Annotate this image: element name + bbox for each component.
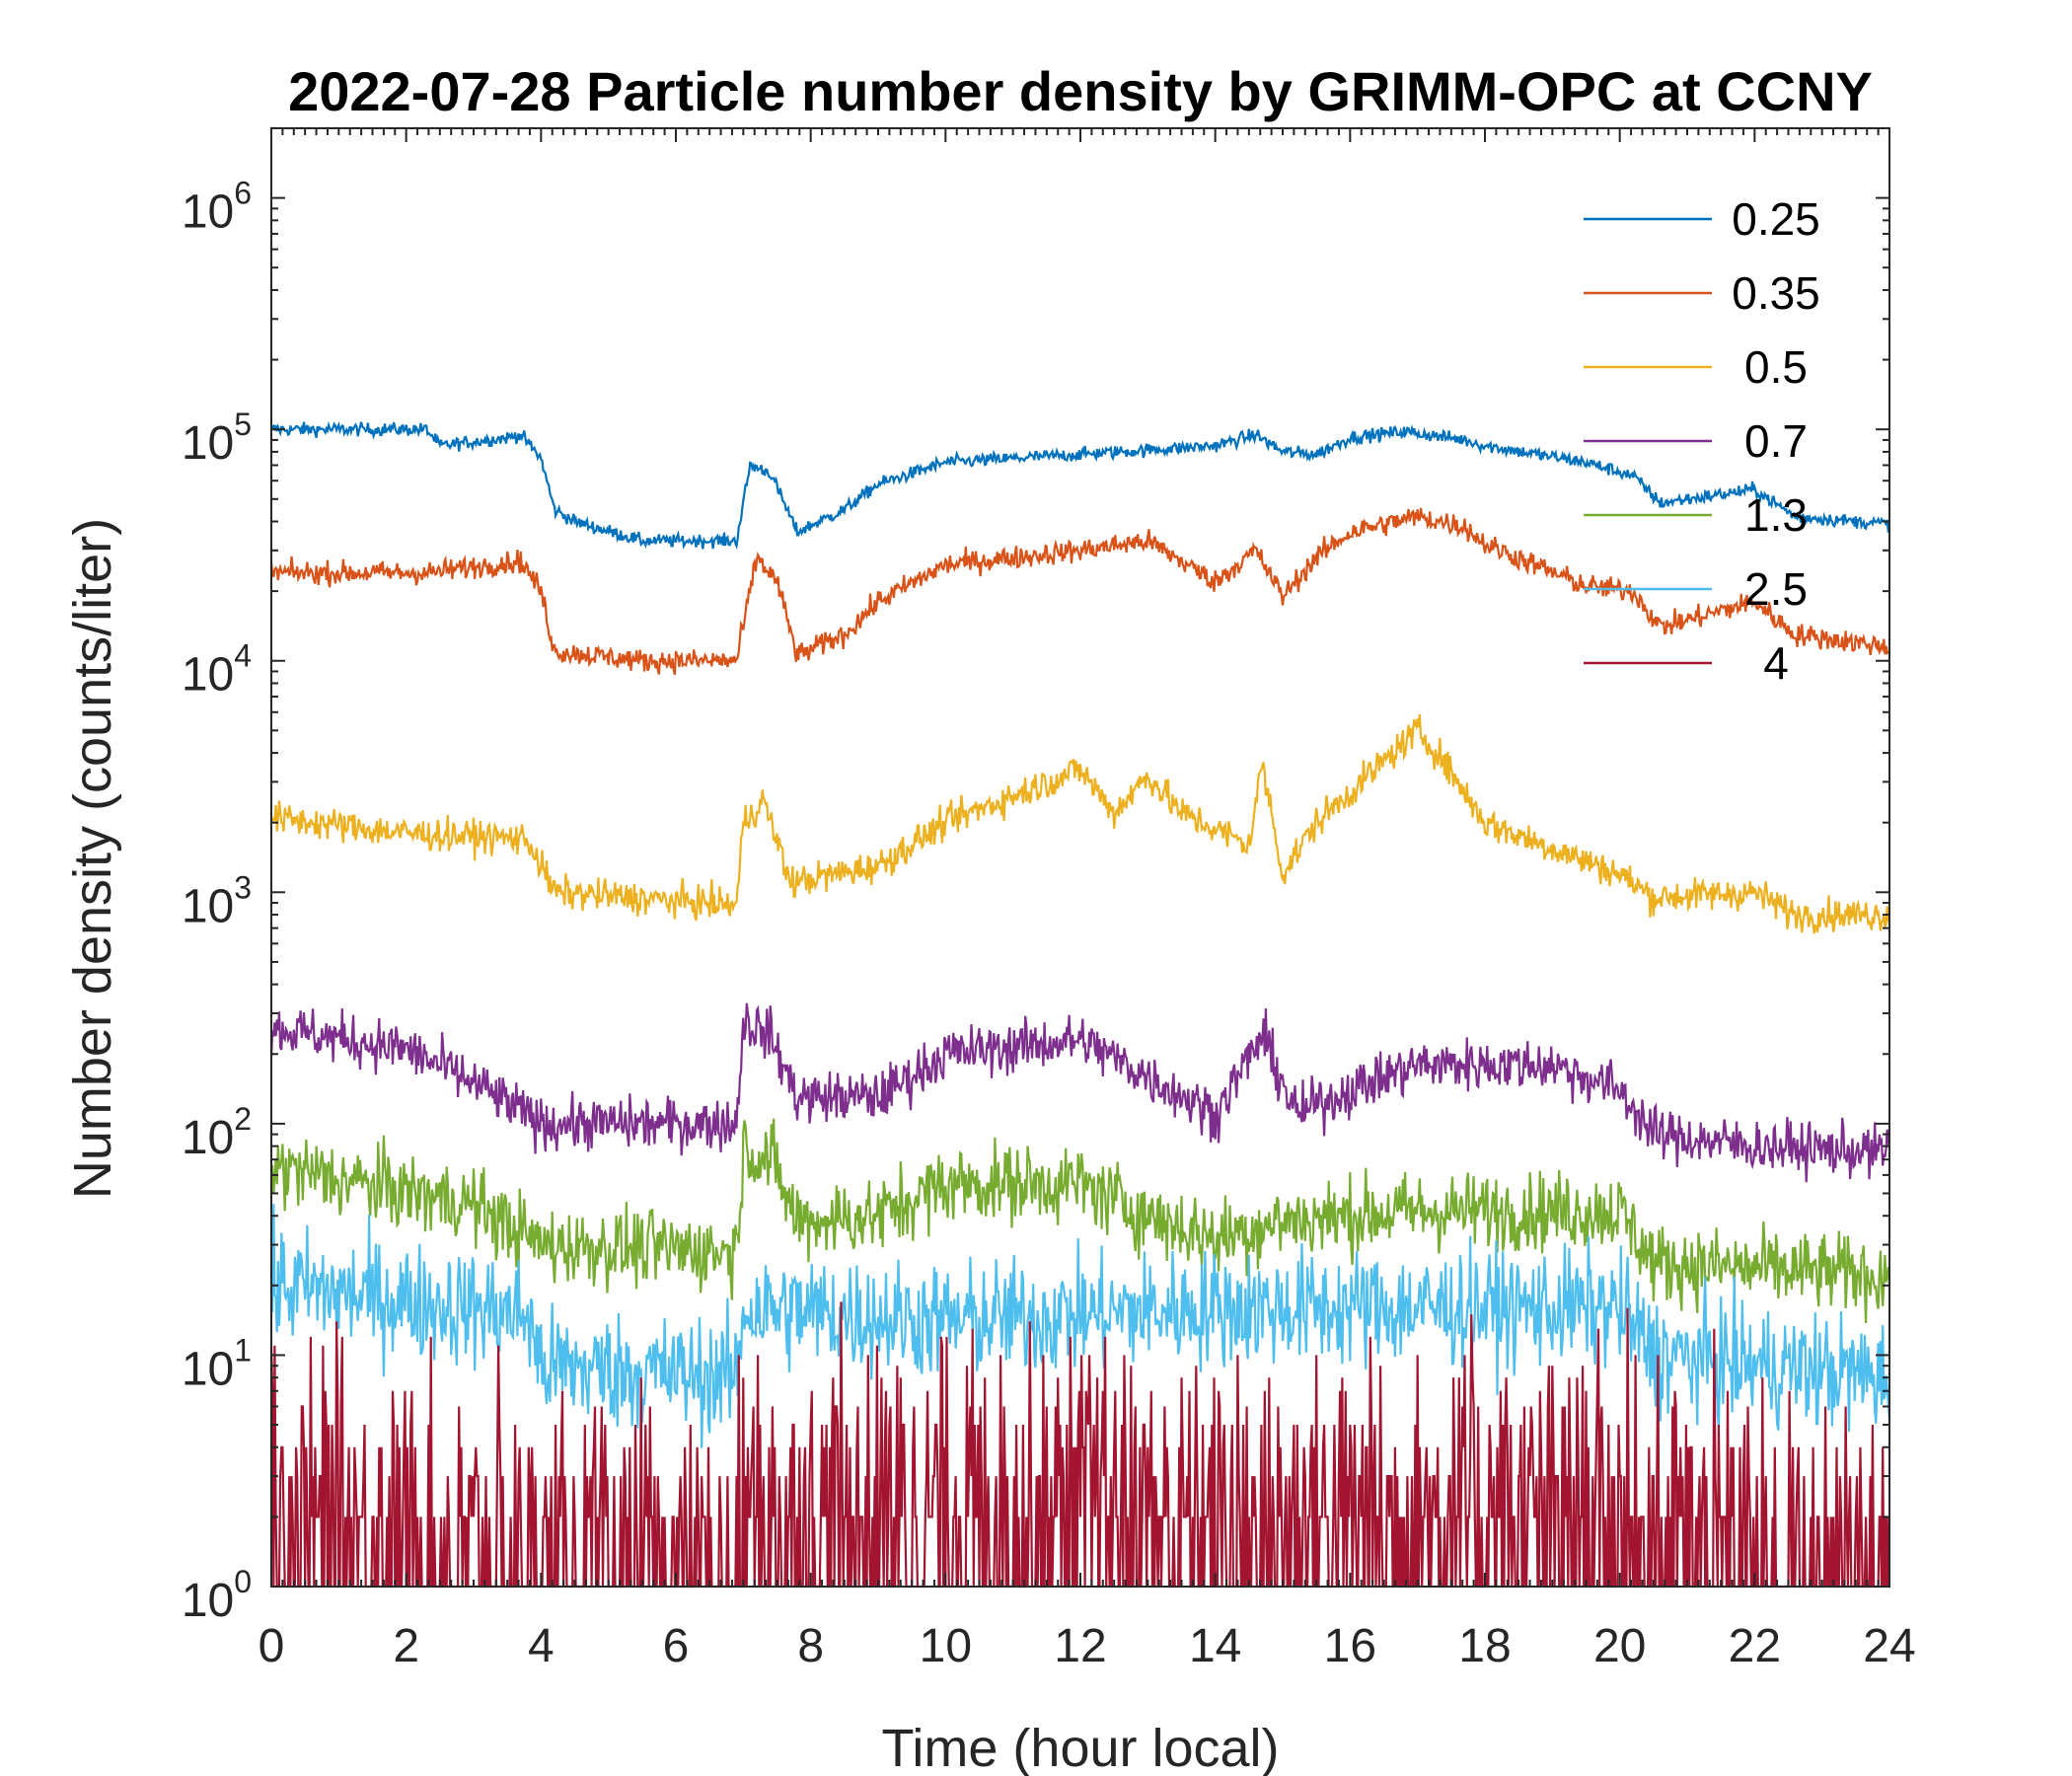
legend-label: 0.35 (1732, 267, 1820, 319)
series-line-0.7 (269, 1002, 1891, 1183)
series-line-0.25 (270, 420, 1891, 550)
chart-title: 2022-07-28 Particle number density by GR… (288, 60, 1873, 122)
y-tick-label: 104 (182, 638, 252, 702)
y-tick-label: 105 (182, 407, 252, 470)
x-tick-label: 12 (1054, 1620, 1106, 1672)
x-axis: 0 2 4 6 8 10 12 14 16 18 20 22 24 (259, 128, 1916, 1672)
plot-area (269, 420, 1891, 1589)
y-tick-label: 102 (182, 1101, 252, 1164)
x-axis-label: Time (hour local) (881, 1719, 1279, 1776)
series-line-2.5 (269, 1204, 1891, 1448)
plot-frame (270, 127, 1890, 1588)
y-tick-label: 106 (182, 176, 252, 239)
x-tick-label: 6 (663, 1620, 690, 1672)
x-tick-label: 0 (259, 1620, 285, 1672)
legend-label: 1.3 (1744, 489, 1808, 541)
x-tick-label: 16 (1324, 1620, 1376, 1672)
x-tick-label: 14 (1189, 1620, 1241, 1672)
series-line-0.35 (269, 507, 1890, 676)
y-tick-label: 103 (182, 869, 252, 932)
legend-label: 4 (1763, 637, 1789, 689)
x-tick-label: 8 (797, 1620, 824, 1672)
legend-label: 2.5 (1744, 563, 1808, 615)
legend-label: 0.5 (1744, 341, 1808, 393)
x-tick-label: 18 (1458, 1620, 1511, 1672)
legend-label: 0.7 (1744, 415, 1808, 467)
y-axis: 100 101 102 103 104 105 106 (182, 127, 1889, 1627)
x-tick-label: 2 (393, 1620, 419, 1672)
legend-label: 0.25 (1732, 193, 1820, 245)
x-tick-label: 24 (1863, 1620, 1915, 1672)
series-line-0.5 (271, 713, 1891, 934)
y-tick-label: 100 (182, 1564, 252, 1627)
x-tick-label: 10 (920, 1620, 972, 1672)
y-axis-label: Number density (counts/liter) (63, 518, 122, 1199)
x-tick-label: 22 (1729, 1620, 1781, 1672)
x-tick-label: 20 (1593, 1620, 1646, 1672)
legend: 0.25 0.35 0.5 0.7 1.3 2.5 4 (1584, 193, 1820, 689)
y-tick-label: 101 (182, 1332, 252, 1395)
x-tick-label: 4 (528, 1620, 555, 1672)
series-line-1.3 (269, 1118, 1891, 1324)
